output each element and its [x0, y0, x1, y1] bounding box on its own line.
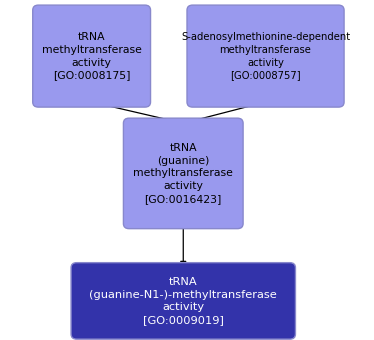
FancyBboxPatch shape — [123, 118, 243, 228]
Text: S-adenosylmethionine-dependent
methyltransferase
activity
[GO:0008757]: S-adenosylmethionine-dependent methyltra… — [181, 32, 350, 80]
Text: tRNA
(guanine)
methyltransferase
activity
[GO:0016423]: tRNA (guanine) methyltransferase activit… — [133, 143, 233, 204]
FancyBboxPatch shape — [71, 262, 295, 339]
FancyBboxPatch shape — [33, 5, 150, 107]
Text: tRNA
methyltransferase
activity
[GO:0008175]: tRNA methyltransferase activity [GO:0008… — [42, 32, 142, 80]
Text: tRNA
(guanine-N1-)-methyltransferase
activity
[GO:0009019]: tRNA (guanine-N1-)-methyltransferase act… — [89, 277, 277, 325]
FancyBboxPatch shape — [187, 5, 344, 107]
